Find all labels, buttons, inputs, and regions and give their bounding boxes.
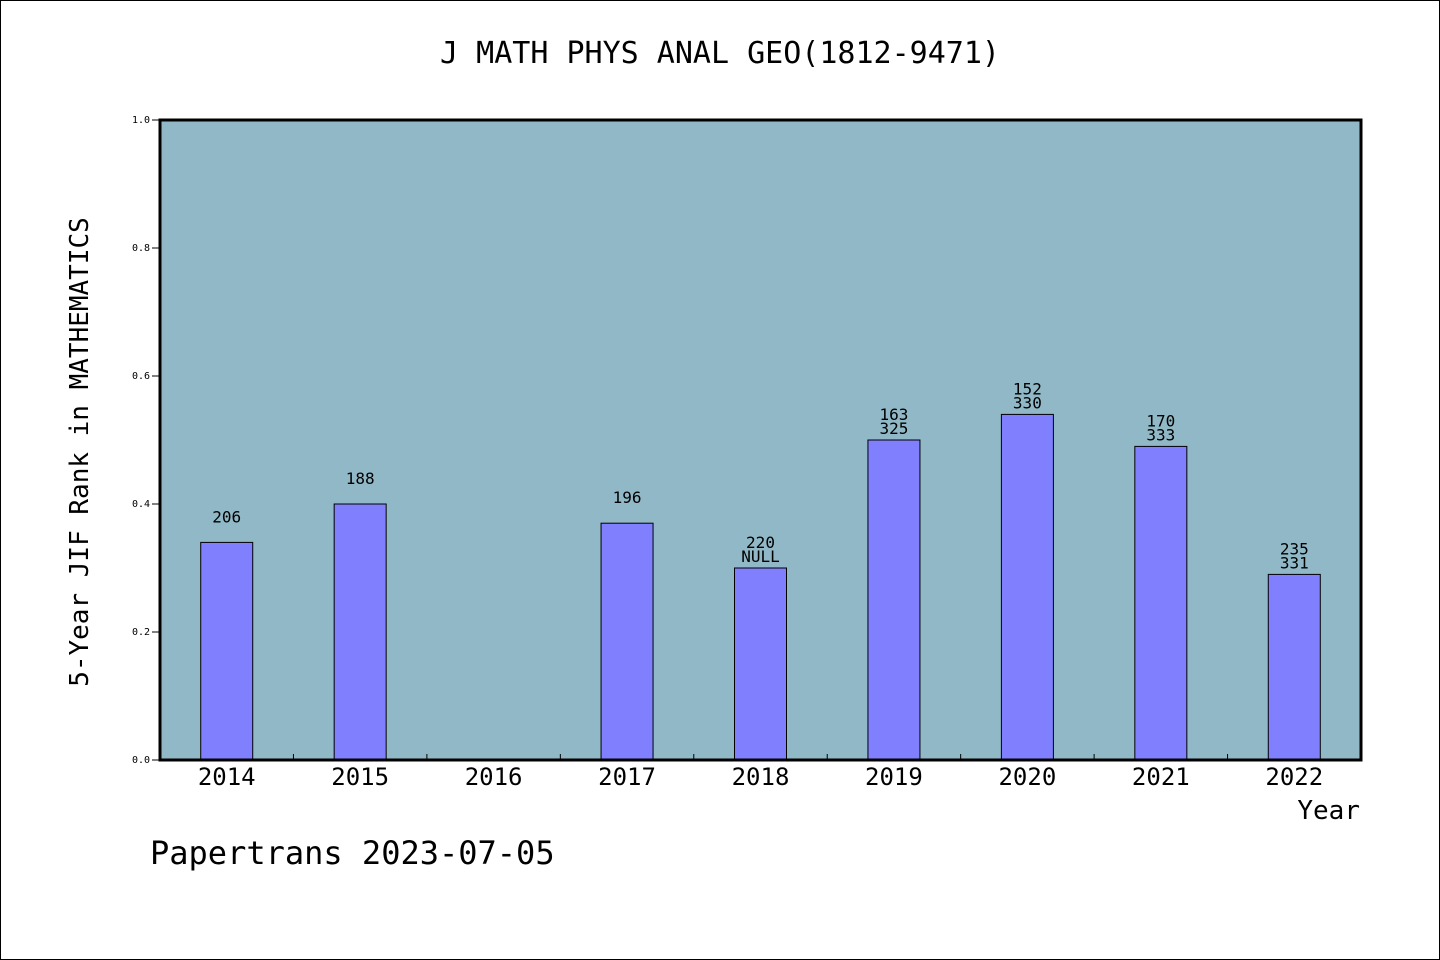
chart-title: J MATH PHYS ANAL GEO(1812-9471)	[440, 36, 1000, 71]
bar-label: 196	[613, 488, 642, 507]
x-tick-label: 2019	[865, 763, 923, 791]
bar-label-top: 152	[1013, 379, 1042, 398]
plot-border	[158, 118, 1363, 762]
bar-2018	[734, 567, 787, 761]
x-tick-label: 2022	[1265, 763, 1323, 791]
x-tick-label: 2017	[598, 763, 656, 791]
bar-label-bottom: 331	[1280, 553, 1309, 572]
y-tick-label: 1.0	[132, 115, 150, 126]
x-tick-label: 2021	[1132, 763, 1190, 791]
y-axis-label: 5-Year JIF Rank in MATHEMATICS	[65, 217, 95, 687]
bar-2021	[1134, 445, 1188, 761]
bar-label-bottom: 330	[1013, 393, 1042, 412]
x-tick-label: 2015	[331, 763, 389, 791]
bar-label-top: 170	[1146, 411, 1175, 430]
y-tick-label: 0.2	[132, 627, 150, 638]
bar-label: 188	[346, 469, 375, 488]
x-tick-label: 2020	[998, 763, 1056, 791]
bar-label: 206	[212, 507, 241, 526]
bar-2022	[1267, 573, 1321, 761]
bar-label-bottom: 333	[1146, 425, 1175, 444]
bar-label-top: 163	[879, 405, 908, 424]
bar-2020	[1000, 413, 1054, 761]
x-tick-label: 2016	[465, 763, 523, 791]
footer-credit: Papertrans 2023-07-05	[150, 834, 555, 872]
x-tick-label: 2014	[198, 763, 256, 791]
bar-2019	[867, 439, 921, 761]
bar-label-bottom: NULL	[741, 547, 780, 566]
bar-2014	[200, 541, 254, 761]
x-axis-label: Year	[1297, 796, 1360, 826]
bar-label-top: 235	[1280, 539, 1309, 558]
bar-label-top: 220	[746, 533, 775, 552]
bar-2015	[333, 503, 387, 761]
x-tick-label: 2018	[732, 763, 790, 791]
y-tick-label: 0.4	[132, 499, 150, 510]
bar-label-bottom: 325	[879, 419, 908, 438]
y-tick-label: 0.8	[132, 243, 150, 254]
y-tick-label: 0.0	[132, 755, 150, 766]
y-tick-label: 0.6	[132, 371, 150, 382]
bar-2017	[600, 522, 654, 761]
